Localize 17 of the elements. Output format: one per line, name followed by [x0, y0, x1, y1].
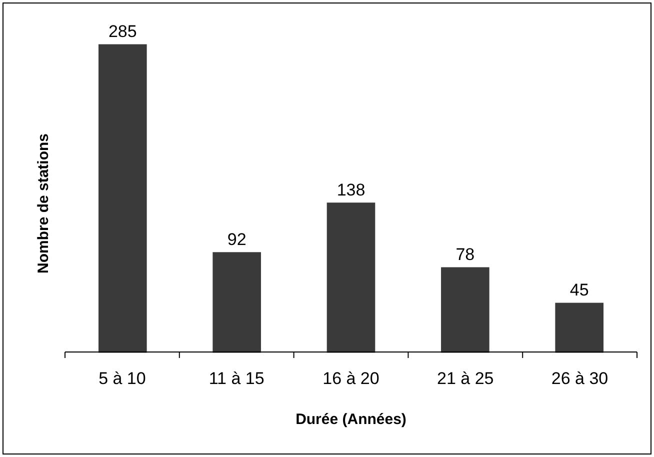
data-label: 92	[227, 230, 246, 249]
data-label: 138	[336, 180, 366, 200]
y-axis-title: Nombre de stations	[35, 133, 52, 274]
x-tick-label: 16 à 20	[322, 369, 380, 388]
bar	[326, 202, 376, 353]
bar	[555, 302, 604, 353]
bar	[212, 252, 261, 353]
x-axis-title: Durée (Années)	[296, 411, 406, 428]
data-label: 45	[570, 280, 589, 300]
x-tick-label: 11 à 15	[208, 369, 264, 388]
bar	[441, 267, 490, 353]
x-tick-label: 26 à 30	[551, 369, 608, 388]
x-tick-label: 21 à 25	[437, 369, 494, 388]
x-tick-label: 5 à 10	[98, 369, 146, 388]
data-label: 285	[108, 22, 137, 41]
data-label: 78	[456, 244, 475, 264]
bar	[98, 44, 147, 353]
